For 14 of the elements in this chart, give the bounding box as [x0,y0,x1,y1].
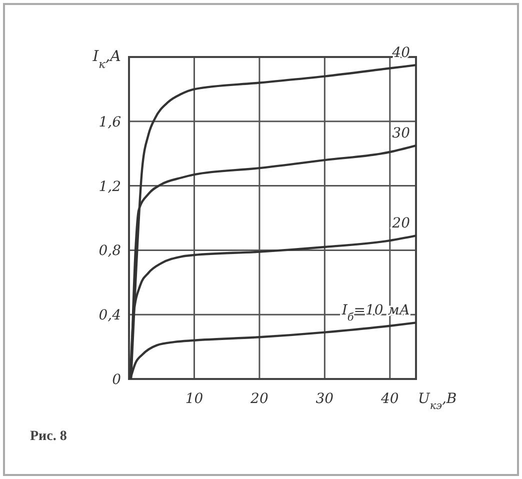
y-tick-label: 0,4 [98,308,121,324]
series-label: 30 [392,126,410,142]
x-tick-label: 20 [250,391,268,407]
series-label: 20 [391,216,410,232]
y-axis-title: I$_{к}$,A [92,47,122,70]
x-tick-label: 40 [380,391,399,407]
y-tick-label: 0,8 [98,243,122,260]
y-tick-label: 0 [112,372,122,388]
y-tick-label: 1,2 [98,178,122,195]
x-tick-label: 10 [185,391,204,407]
x-tick-label: 30 [316,391,334,407]
text: Рис. 8 [30,429,67,444]
x-axis-title: U$_{кэ}$,B [418,391,457,412]
y-tick-label: 1,6 [98,114,122,130]
